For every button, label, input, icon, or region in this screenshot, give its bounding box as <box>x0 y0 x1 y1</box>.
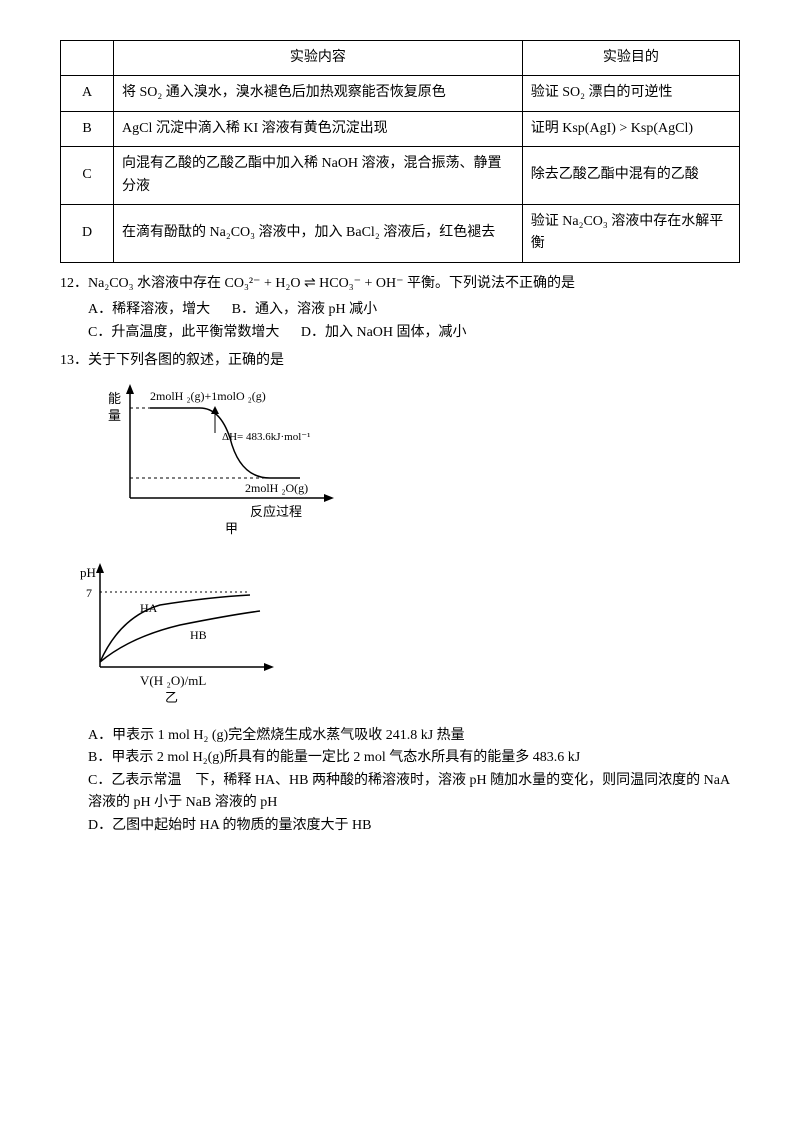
ph-diagram-icon: 7 pH HA HB V(H ₂O)/mL 乙 <box>70 557 290 707</box>
chart-jia: 2molH ₂(g)+1molO ₂(g) ΔH= 483.6kJ·mol⁻¹ … <box>100 378 740 546</box>
option-c: C．升高温度，此平衡常数增大 <box>88 322 279 344</box>
question-13-stem: 13．关于下列各图的叙述，正确的是 <box>60 350 740 372</box>
chart2-x-label: V(H ₂O)/mL <box>140 673 206 688</box>
chart1-top-label: 2molH ₂(g)+1molO ₂(g) <box>150 389 266 403</box>
option-a: A．甲表示 1 mol H₂ (g)完全燃烧生成水蒸气吸收 241.8 kJ 热… <box>88 725 740 747</box>
table-row: A 将 SO₂ 通入溴水，溴水褪色后加热观察能否恢复原色 验证 SO₂ 漂白的可… <box>61 76 740 111</box>
chart1-delta: ΔH= 483.6kJ·mol⁻¹ <box>222 431 310 443</box>
table-row: B AgCl 沉淀中滴入稀 KI 溶液有黄色沉淀出现 证明 Ksp(AgI) >… <box>61 111 740 146</box>
col-header-1: 实验内容 <box>114 41 523 76</box>
option-d: D．乙图中起始时 HA 的物质的量浓度大于 HB <box>88 815 740 837</box>
option-d: D．加入 NaOH 固体，减小 <box>301 322 467 344</box>
experiment-table: 实验内容 实验目的 A 将 SO₂ 通入溴水，溴水褪色后加热观察能否恢复原色 验… <box>60 40 740 263</box>
chart2-name: 乙 <box>165 690 178 705</box>
chart1-name: 甲 <box>225 521 238 536</box>
option-c: C．乙表示常温 下，稀释 HA、HB 两种酸的稀溶液时，溶液 pH 随加水量的变… <box>88 770 740 815</box>
chart2-ha: HA <box>140 601 158 615</box>
table-row: D 在滴有酚酞的 Na₂CO₃ 溶液中，加入 BaCl₂ 溶液后，红色褪去 验证… <box>61 204 740 262</box>
option-b: B．甲表示 2 mol H₂(g)所具有的能量一定比 2 mol 气态水所具有的… <box>88 747 740 769</box>
chart1-y-label-2: 量 <box>108 408 121 423</box>
chart2-y-label: pH <box>80 565 96 580</box>
question-12-options: A．稀释溶液，增大 B．通入，溶液 pH 减小 C．升高温度，此平衡常数增大 D… <box>88 299 740 344</box>
chart2-ytick: 7 <box>86 586 92 600</box>
row-label: A <box>61 76 114 111</box>
chart1-x-label: 反应过程 <box>250 504 302 519</box>
chart-yi: 7 pH HA HB V(H ₂O)/mL 乙 <box>70 557 740 715</box>
option-b: B．通入，溶液 pH 减小 <box>232 299 377 321</box>
row-label: C <box>61 147 114 205</box>
row-content: 在滴有酚酞的 Na₂CO₃ 溶液中，加入 BaCl₂ 溶液后，红色褪去 <box>114 204 523 262</box>
row-purpose: 除去乙酸乙酯中混有的乙酸 <box>522 147 739 205</box>
row-content: 将 SO₂ 通入溴水，溴水褪色后加热观察能否恢复原色 <box>114 76 523 111</box>
table-row: C 向混有乙酸的乙酸乙酯中加入稀 NaOH 溶液，混合振荡、静置分液 除去乙酸乙… <box>61 147 740 205</box>
chart1-y-label-1: 能 <box>108 391 121 406</box>
chart1-bottom-label: 2molH ₂O(g) <box>245 481 308 495</box>
chart2-hb: HB <box>190 628 207 642</box>
option-a: A．稀释溶液，增大 <box>88 299 210 321</box>
row-purpose: 验证 SO₂ 漂白的可逆性 <box>522 76 739 111</box>
row-label: D <box>61 204 114 262</box>
energy-diagram-icon: 2molH ₂(g)+1molO ₂(g) ΔH= 483.6kJ·mol⁻¹ … <box>100 378 360 538</box>
row-purpose: 验证 Na₂CO₃ 溶液中存在水解平衡 <box>522 204 739 262</box>
col-header-2: 实验目的 <box>522 41 739 76</box>
row-content: 向混有乙酸的乙酸乙酯中加入稀 NaOH 溶液，混合振荡、静置分液 <box>114 147 523 205</box>
row-content: AgCl 沉淀中滴入稀 KI 溶液有黄色沉淀出现 <box>114 111 523 146</box>
question-12-stem: 12．Na₂CO₃ 水溶液中存在 CO₃²⁻ + H₂O ⇌ HCO₃⁻ + O… <box>60 273 740 295</box>
table-corner <box>61 41 114 76</box>
row-purpose: 证明 Ksp(AgI) > Ksp(AgCl) <box>522 111 739 146</box>
row-label: B <box>61 111 114 146</box>
